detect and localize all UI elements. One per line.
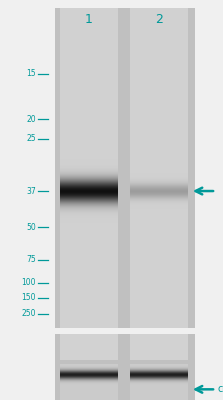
Text: 25: 25 (26, 134, 36, 143)
Bar (130, 364, 188, 400)
Text: 150: 150 (21, 293, 36, 302)
Bar (55, 334, 195, 400)
Bar (55, 8, 195, 328)
Text: 1: 1 (85, 13, 93, 26)
Text: control: control (218, 384, 223, 394)
Bar (60, 334, 118, 360)
Text: 100: 100 (21, 278, 36, 287)
Bar (130, 8, 188, 328)
Text: 20: 20 (26, 115, 36, 124)
Bar (60, 364, 118, 400)
Text: 50: 50 (26, 223, 36, 232)
Text: 2: 2 (155, 13, 163, 26)
Text: 15: 15 (26, 69, 36, 78)
Text: 75: 75 (26, 255, 36, 264)
Text: 250: 250 (21, 309, 36, 318)
Text: 37: 37 (26, 186, 36, 196)
Bar (60, 8, 118, 328)
Bar (130, 334, 188, 360)
